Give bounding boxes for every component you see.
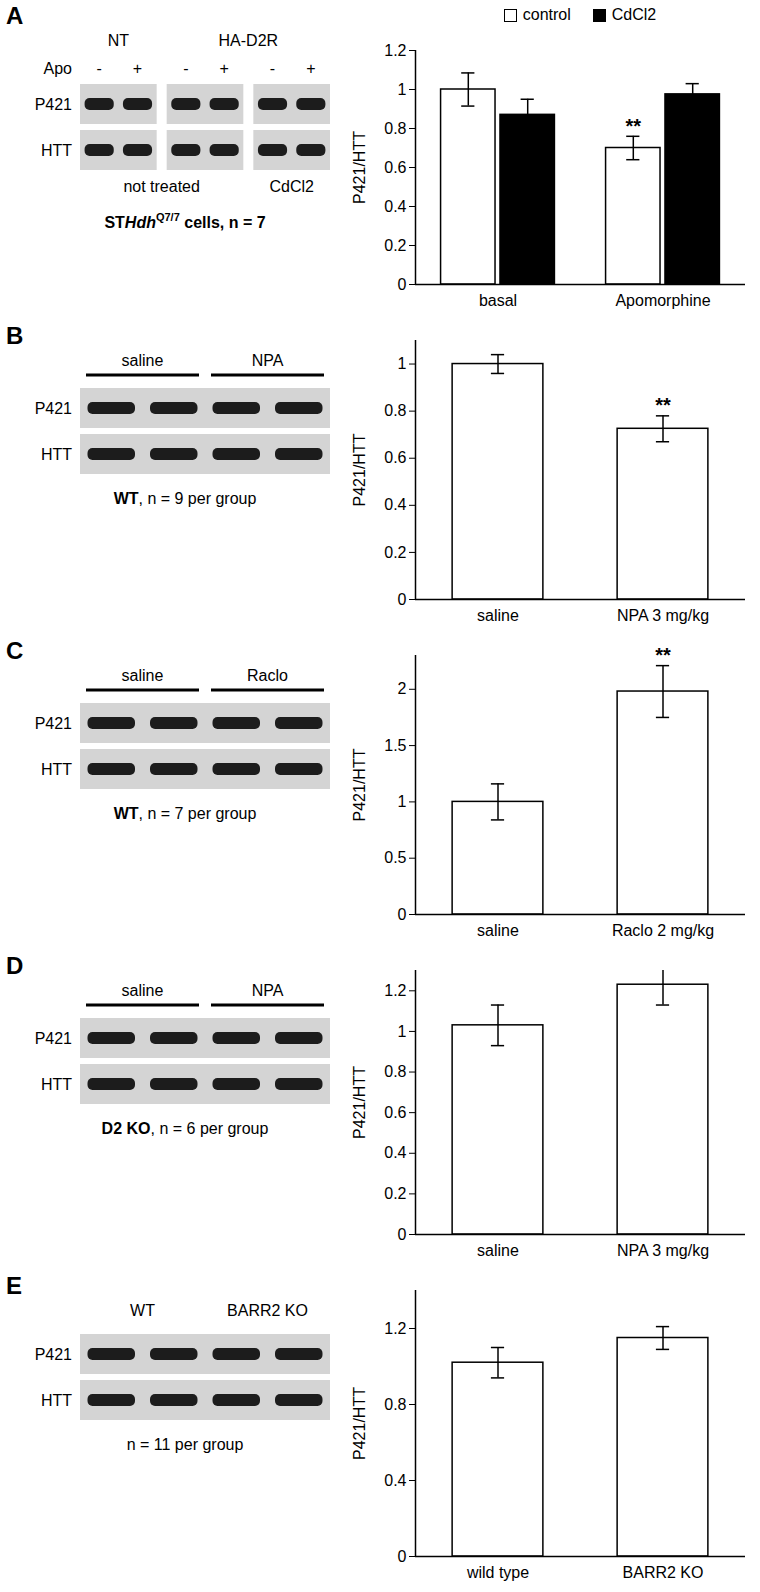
svg-text:NPA: NPA xyxy=(252,982,284,999)
svg-text:C: C xyxy=(6,637,23,664)
svg-text:saline: saline xyxy=(477,922,519,939)
svg-text:HTT: HTT xyxy=(41,1392,72,1409)
svg-text:Apomorphine: Apomorphine xyxy=(615,292,710,309)
svg-text:0.2: 0.2 xyxy=(384,544,406,561)
svg-text:D2 KO, n = 6 per group: D2 KO, n = 6 per group xyxy=(102,1120,269,1137)
svg-text:0: 0 xyxy=(398,276,407,293)
svg-text:0: 0 xyxy=(398,591,407,608)
svg-text:0.5: 0.5 xyxy=(384,849,406,866)
svg-text:WT, n = 9 per group: WT, n = 9 per group xyxy=(114,490,257,507)
svg-text:STHdhQ7/7 cells, n = 7: STHdhQ7/7 cells, n = 7 xyxy=(104,211,265,231)
svg-text:1.5: 1.5 xyxy=(384,737,406,754)
svg-text:+: + xyxy=(133,60,142,77)
svg-text:P421/HTT: P421/HTT xyxy=(351,1387,368,1460)
svg-text:0.4: 0.4 xyxy=(384,496,406,513)
svg-text:0.4: 0.4 xyxy=(384,1144,406,1161)
svg-text:HTT: HTT xyxy=(41,142,72,159)
svg-text:1: 1 xyxy=(398,1023,407,1040)
svg-text:D: D xyxy=(6,952,23,979)
svg-text:1: 1 xyxy=(398,793,407,810)
svg-text:saline: saline xyxy=(122,667,164,684)
svg-text:**: ** xyxy=(626,115,642,137)
svg-text:0.8: 0.8 xyxy=(384,1063,406,1080)
svg-text:**: ** xyxy=(655,644,671,666)
svg-text:A: A xyxy=(6,2,23,29)
svg-text:Apo: Apo xyxy=(44,60,73,77)
svg-text:BARR2 KO: BARR2 KO xyxy=(623,1564,704,1581)
svg-text:0.2: 0.2 xyxy=(384,1185,406,1202)
svg-text:0.8: 0.8 xyxy=(384,402,406,419)
svg-text:WT, n = 7 per group: WT, n = 7 per group xyxy=(114,805,257,822)
svg-text:2: 2 xyxy=(398,680,407,697)
svg-text:1: 1 xyxy=(398,81,407,98)
svg-text:1: 1 xyxy=(398,355,407,372)
svg-text:**: ** xyxy=(655,394,671,416)
svg-text:0: 0 xyxy=(398,1548,407,1565)
svg-text:P421/HTT: P421/HTT xyxy=(351,748,368,821)
svg-text:B: B xyxy=(6,322,23,349)
svg-text:WT: WT xyxy=(130,1302,155,1319)
svg-text:0.6: 0.6 xyxy=(384,449,406,466)
svg-text:0.4: 0.4 xyxy=(384,198,406,215)
svg-text:P421/HTT: P421/HTT xyxy=(351,433,368,506)
svg-text:0.6: 0.6 xyxy=(384,1104,406,1121)
svg-text:HA-D2R: HA-D2R xyxy=(219,32,279,49)
svg-text:NPA 3 mg/kg: NPA 3 mg/kg xyxy=(617,1242,709,1259)
svg-text:BARR2 KO: BARR2 KO xyxy=(227,1302,308,1319)
svg-text:+: + xyxy=(219,60,228,77)
svg-text:n = 11 per group: n = 11 per group xyxy=(127,1436,244,1453)
svg-text:0: 0 xyxy=(398,906,407,923)
svg-text:0.8: 0.8 xyxy=(384,1396,406,1413)
svg-text:1.2: 1.2 xyxy=(384,982,406,999)
svg-text:HTT: HTT xyxy=(41,1076,72,1093)
svg-text:P421/HTT: P421/HTT xyxy=(351,131,368,204)
svg-text:0.6: 0.6 xyxy=(384,159,406,176)
svg-text:saline: saline xyxy=(477,1242,519,1259)
svg-text:P421: P421 xyxy=(35,715,72,732)
svg-text:-: - xyxy=(183,60,188,77)
svg-text:not treated: not treated xyxy=(123,178,200,195)
svg-text:wild type: wild type xyxy=(466,1564,529,1581)
svg-text:P421: P421 xyxy=(35,96,72,113)
svg-text:P421: P421 xyxy=(35,1030,72,1047)
svg-text:+: + xyxy=(306,60,315,77)
svg-text:CdCl2: CdCl2 xyxy=(269,178,314,195)
svg-text:P421: P421 xyxy=(35,400,72,417)
html-text:control: control xyxy=(522,6,571,23)
svg-text:1.2: 1.2 xyxy=(384,1320,406,1337)
svg-text:0.8: 0.8 xyxy=(384,120,406,137)
svg-text:HTT: HTT xyxy=(41,761,72,778)
svg-text:-: - xyxy=(97,60,102,77)
svg-text:HTT: HTT xyxy=(41,446,72,463)
svg-text:1.2: 1.2 xyxy=(384,42,406,59)
svg-text:saline: saline xyxy=(122,352,164,369)
svg-text:0: 0 xyxy=(398,1226,407,1243)
svg-text:0.4: 0.4 xyxy=(384,1472,406,1489)
svg-text:-: - xyxy=(270,60,275,77)
svg-text:NPA 3 mg/kg: NPA 3 mg/kg xyxy=(617,607,709,624)
svg-text:basal: basal xyxy=(479,292,517,309)
svg-text:P421/HTT: P421/HTT xyxy=(351,1066,368,1139)
svg-text:Raclo 2 mg/kg: Raclo 2 mg/kg xyxy=(612,922,714,939)
html-text:CdCl2: CdCl2 xyxy=(611,6,657,23)
svg-text:saline: saline xyxy=(122,982,164,999)
svg-text:NT: NT xyxy=(108,32,130,49)
svg-text:saline: saline xyxy=(477,607,519,624)
svg-text:Raclo: Raclo xyxy=(247,667,288,684)
svg-text:E: E xyxy=(6,1272,22,1299)
svg-text:P421: P421 xyxy=(35,1346,72,1363)
svg-text:0.2: 0.2 xyxy=(384,237,406,254)
svg-text:NPA: NPA xyxy=(252,352,284,369)
